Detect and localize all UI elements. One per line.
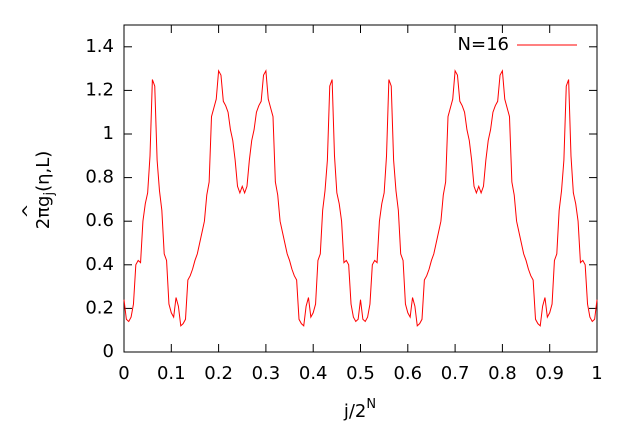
y-label-sub: j (42, 192, 57, 197)
y-tick-label: 1.4 (85, 36, 114, 57)
x-label-sup: N (366, 397, 376, 412)
x-tick-label: 0.2 (204, 363, 233, 384)
series-line (123, 69, 598, 327)
y-tick-label: 1 (103, 123, 114, 144)
y-tick-label: 0.6 (85, 210, 114, 231)
y-label-g: g (33, 196, 54, 207)
y-label-hat: ^ (19, 203, 40, 218)
x-axis-label: j/2N (343, 397, 376, 423)
y-tick-label: 0.8 (85, 167, 114, 188)
y-tick-label: 0.4 (85, 254, 114, 275)
x-tick-label: 0.9 (535, 363, 564, 384)
x-tick-label: 0.7 (441, 363, 470, 384)
x-tick-label: 0.4 (299, 363, 328, 384)
x-tick-label: 1 (591, 363, 602, 384)
y-label-text: 2πgj(η,L) (33, 151, 57, 230)
y-label-pre: 2π (33, 207, 54, 229)
legend-label: N=16 (458, 34, 509, 55)
x-tick-label: 0.1 (157, 363, 186, 384)
x-tick-label: 0.6 (393, 363, 422, 384)
x-tick-label: 0.8 (488, 363, 517, 384)
x-tick-label: 0.5 (346, 363, 375, 384)
x-tick-label: 0 (118, 363, 129, 384)
y-tick-label: 0.2 (85, 297, 114, 318)
y-tick-label: 1.2 (85, 79, 114, 100)
y-axis-label: 2πgj(η,L) ^ (19, 151, 57, 230)
y-tick-label: 0 (103, 341, 114, 362)
x-tick-label: 0.3 (252, 363, 281, 384)
x-label-base: j/2 (343, 401, 367, 422)
y-label-post: (η,L) (33, 151, 54, 192)
